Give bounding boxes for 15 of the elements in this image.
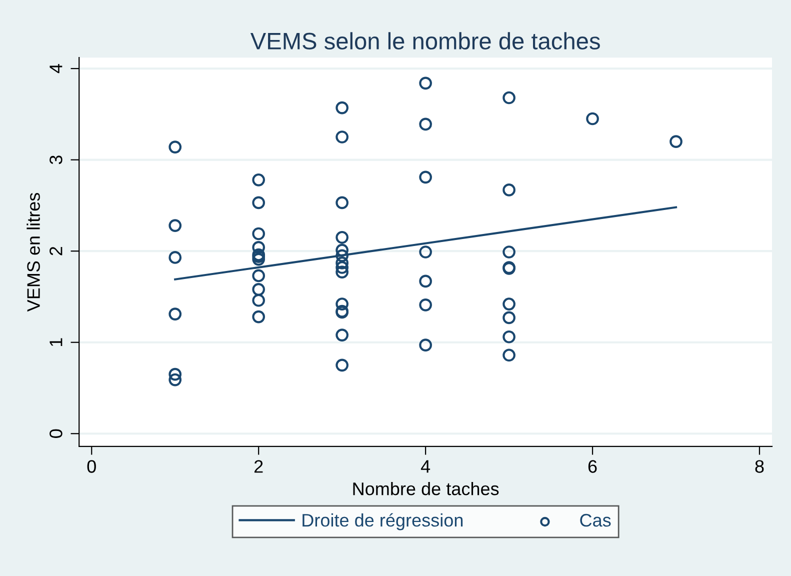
x-axis-title: Nombre de taches — [353, 482, 499, 496]
y-tick-label: 3 — [50, 156, 62, 164]
y-tick-label: 2 — [50, 246, 62, 256]
y-tick-label: 1 — [50, 338, 62, 346]
legend-label: Droite de régression — [302, 513, 463, 530]
x-tick-label: 8 — [755, 460, 764, 473]
y-tick-label: 0 — [50, 429, 62, 438]
y-tick-label: 4 — [50, 64, 62, 74]
legend-label: Cas — [580, 514, 611, 527]
y-axis-title: VEMS en litres — [26, 192, 40, 312]
x-tick-label: 0 — [87, 460, 96, 473]
x-tick-label: 4 — [420, 460, 430, 473]
x-tick-label: 6 — [588, 460, 597, 473]
chart-title: VEMS selon le nombre de taches — [250, 32, 600, 50]
x-tick-label: 2 — [254, 460, 263, 473]
